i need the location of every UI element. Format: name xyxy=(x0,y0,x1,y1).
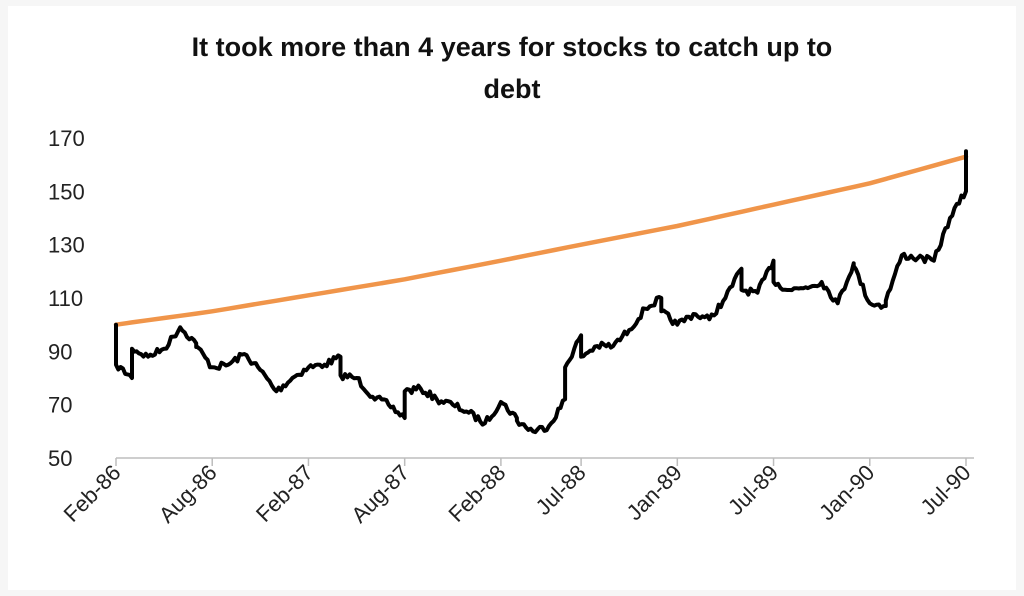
chart-title-line-2: debt xyxy=(483,74,541,104)
series-line-1 xyxy=(113,154,969,327)
x-tick-label: Aug-87 xyxy=(346,460,414,528)
y-tick-label: 70 xyxy=(48,393,72,418)
chart-title-line-1: It took more than 4 years for stocks to … xyxy=(191,32,833,62)
y-tick-label: 170 xyxy=(48,126,85,151)
chart-card xyxy=(8,6,1016,590)
y-tick-label: 50 xyxy=(48,446,72,471)
chart-title: It took more than 4 years for stocks to … xyxy=(0,26,1024,110)
x-tick-label: Jul-89 xyxy=(723,460,783,520)
x-tick-label: Feb-88 xyxy=(443,460,510,527)
x-tick-label: Jan-90 xyxy=(814,460,879,525)
x-tick-label: Feb-87 xyxy=(251,460,318,527)
y-tick-label: 90 xyxy=(48,339,72,364)
y-tick-label: 110 xyxy=(48,286,83,311)
series-layer xyxy=(113,149,969,435)
x-tick-label: Jul-90 xyxy=(915,460,975,520)
y-tick-label: 130 xyxy=(48,233,85,258)
x-tick-label: Jan-89 xyxy=(622,460,687,525)
x-tick-label: Aug-86 xyxy=(154,460,222,528)
x-tick-label: Jul-88 xyxy=(531,460,591,520)
series-line-2 xyxy=(114,149,968,435)
y-tick-label: 150 xyxy=(48,179,85,204)
